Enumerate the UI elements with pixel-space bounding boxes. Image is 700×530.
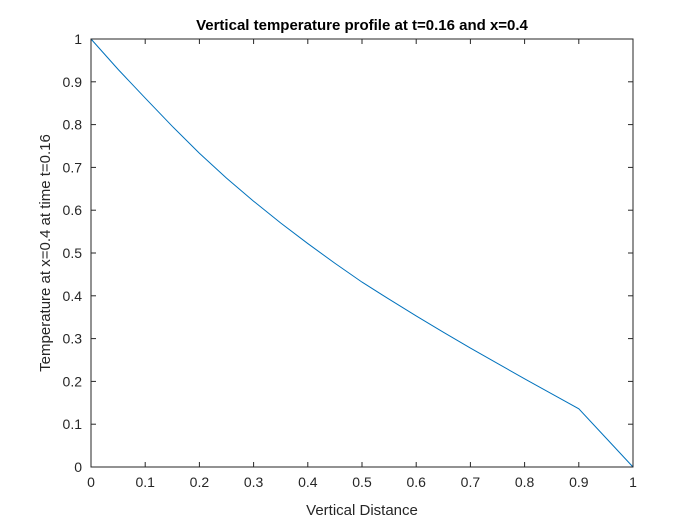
x-tick-label: 0.6 bbox=[406, 474, 426, 490]
y-tick-label: 0.9 bbox=[63, 74, 83, 90]
x-tick-label: 1 bbox=[629, 474, 637, 490]
x-tick-label: 0.7 bbox=[461, 474, 481, 490]
y-tick-label: 0.5 bbox=[63, 245, 83, 261]
y-tick-label: 0.4 bbox=[63, 288, 83, 304]
x-tick-label: 0.4 bbox=[298, 474, 318, 490]
x-axis-label: Vertical Distance bbox=[306, 502, 418, 519]
series-layer bbox=[90, 38, 634, 468]
x-tick-label: 0 bbox=[87, 474, 95, 490]
series-line bbox=[90, 38, 634, 468]
x-tick-label: 0.9 bbox=[569, 474, 589, 490]
axes-box bbox=[90, 38, 634, 468]
y-tick-label: 0.3 bbox=[63, 331, 83, 347]
chart-title: Vertical temperature profile at t=0.16 a… bbox=[196, 17, 528, 34]
plot-area bbox=[91, 39, 633, 467]
x-tick-label: 0.1 bbox=[135, 474, 155, 490]
x-tick-label: 0.2 bbox=[190, 474, 210, 490]
y-tick-label: 0.8 bbox=[63, 117, 83, 133]
x-axis: 0 0.1 0.2 0.3 0.4 0.5 0.6 0.7 0.8 0.9 1 bbox=[87, 39, 637, 490]
y-axis: 0 0.1 0.2 0.3 0.4 0.5 0.6 0.7 0.8 0.9 1 bbox=[63, 31, 633, 475]
y-tick-label: 0.2 bbox=[63, 373, 83, 389]
x-tick-label: 0.3 bbox=[244, 474, 264, 490]
x-tick-label: 0.8 bbox=[515, 474, 535, 490]
y-axis-label: Temperature at x=0.4 at time t=0.16 bbox=[37, 134, 54, 372]
y-tick-label: 0 bbox=[74, 459, 82, 475]
y-tick-label: 1 bbox=[74, 31, 82, 47]
y-tick-label: 0.1 bbox=[63, 416, 83, 432]
y-tick-label: 0.7 bbox=[63, 159, 83, 175]
x-tick-label: 0.5 bbox=[352, 474, 372, 490]
y-tick-label: 0.6 bbox=[63, 202, 83, 218]
